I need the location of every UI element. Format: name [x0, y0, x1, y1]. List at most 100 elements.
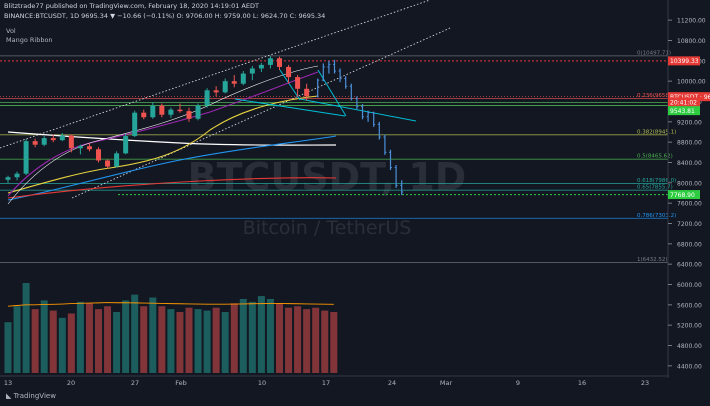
candle-body[interactable] [304, 88, 310, 97]
candle-body[interactable] [222, 81, 228, 93]
volume-bar [140, 306, 148, 373]
candle-body[interactable] [14, 173, 20, 178]
candle-body[interactable] [258, 64, 264, 69]
volume-bar [294, 306, 302, 373]
volume-bar [239, 298, 247, 373]
volume-bar [85, 303, 93, 373]
trend-channel-lower [71, 27, 451, 199]
price-tick-label: 8400.00 [677, 160, 702, 167]
time-tick-label: 13 [4, 379, 12, 387]
volume-bar [13, 306, 21, 373]
volume-bar [276, 303, 283, 373]
candle-body[interactable] [177, 109, 183, 112]
volume-bar [158, 306, 166, 373]
candle-body[interactable] [132, 112, 138, 137]
price-tick-label: 7200.00 [677, 221, 702, 228]
volume-bar [303, 309, 311, 373]
price-tick-label: 9200.00 [677, 119, 702, 126]
fib-level-label: 0.236(9658.7) [637, 93, 676, 99]
volume-bar [203, 310, 211, 373]
ma-thin [7, 65, 319, 205]
candle-body[interactable] [186, 111, 192, 119]
volume-bar [76, 301, 84, 373]
price-tick-label: 8000.00 [677, 180, 702, 187]
candle-body[interactable] [295, 77, 301, 89]
candle-body[interactable] [59, 135, 65, 141]
trendline-cyan [234, 98, 346, 117]
volume-bar [330, 312, 338, 373]
price-tick-label: 6000.00 [677, 282, 702, 289]
indicator-mango-ribbon[interactable]: Mango Ribbon [6, 36, 53, 44]
candle-body[interactable] [150, 105, 156, 118]
watermark-pair: Bitcoin / TetherUS [243, 217, 412, 239]
candle-body[interactable] [240, 73, 246, 84]
candle-body[interactable] [159, 105, 165, 115]
time-tick-label: 23 [641, 379, 649, 387]
ma-white [7, 131, 337, 146]
fib-level-label: 1(6432.52) [637, 257, 668, 263]
volume-bar [185, 307, 193, 373]
price-tag-box [668, 190, 700, 200]
candle-body[interactable] [114, 153, 120, 167]
fib-level-label: 0.5(8465.62) [637, 154, 673, 160]
volume-bar [22, 283, 30, 373]
volume-bar [257, 296, 265, 373]
candle-body[interactable] [267, 58, 273, 65]
price-tick-label: 5200.00 [677, 323, 702, 330]
volume-ma-line [7, 302, 334, 307]
candle-body[interactable] [41, 138, 47, 145]
time-tick-label: 10 [258, 379, 266, 387]
ma-blue [7, 135, 337, 201]
price-tick-label: 7600.00 [677, 201, 702, 208]
candle-body[interactable] [195, 105, 201, 119]
volume-bar [31, 309, 39, 373]
time-tick-label: 16 [578, 379, 586, 387]
price-tag-label: BTCUSDT · 9695.34 [670, 94, 710, 101]
candle-body[interactable] [5, 177, 11, 180]
candle-body[interactable] [168, 109, 174, 115]
volume-bar [49, 310, 57, 373]
candle-body[interactable] [96, 149, 101, 161]
time-tick-label: 20 [67, 379, 75, 387]
volume-bar [95, 309, 102, 373]
volume-bar [122, 300, 130, 373]
candle-body[interactable] [105, 160, 111, 167]
watermark-symbol: BTCUSDT, 1D [188, 155, 467, 199]
indicator-vol[interactable]: Vol [6, 27, 16, 35]
time-tick-label: 9 [516, 379, 520, 387]
published-by: Blitztrade77 published on TradingView.co… [4, 2, 259, 10]
trendline-cyan-3 [317, 69, 347, 117]
volume-bar [266, 298, 274, 373]
trendline-cyan-2 [279, 69, 301, 101]
candle-body[interactable] [32, 141, 38, 145]
time-tick-label: 27 [131, 379, 139, 387]
volume-bar [131, 294, 139, 373]
candle-body[interactable] [123, 136, 129, 154]
ma-red [7, 177, 337, 199]
candle-body[interactable] [231, 81, 237, 84]
volume-bar [104, 306, 112, 373]
candle-body[interactable] [213, 90, 219, 93]
ma-purple [7, 71, 319, 197]
volume-bar [67, 313, 75, 373]
volume-bar [167, 309, 175, 373]
volume-bar [285, 307, 293, 373]
tradingview-logo[interactable]: ◣ TradingView [6, 392, 56, 400]
trend-channel-upper [0, 0, 431, 149]
candle-body[interactable] [286, 66, 292, 78]
candle-body[interactable] [86, 146, 92, 150]
candle-body[interactable] [50, 138, 56, 141]
candle-body[interactable] [277, 58, 282, 67]
price-tag-label: 7768.90 [670, 192, 695, 199]
candle-body[interactable] [204, 90, 210, 106]
volume-bar [312, 307, 320, 373]
candle-body[interactable] [68, 135, 74, 149]
candle-body[interactable] [141, 112, 147, 118]
candle-body[interactable] [77, 146, 83, 149]
volume-bar [176, 312, 184, 373]
volume-bar [212, 307, 220, 373]
symbol-ohlc: BINANCE:BTCUSDT, 1D 9695.34 ▼ −10.66 (−0… [4, 12, 326, 20]
candle-body[interactable] [23, 141, 29, 174]
candle-body[interactable] [249, 68, 255, 74]
